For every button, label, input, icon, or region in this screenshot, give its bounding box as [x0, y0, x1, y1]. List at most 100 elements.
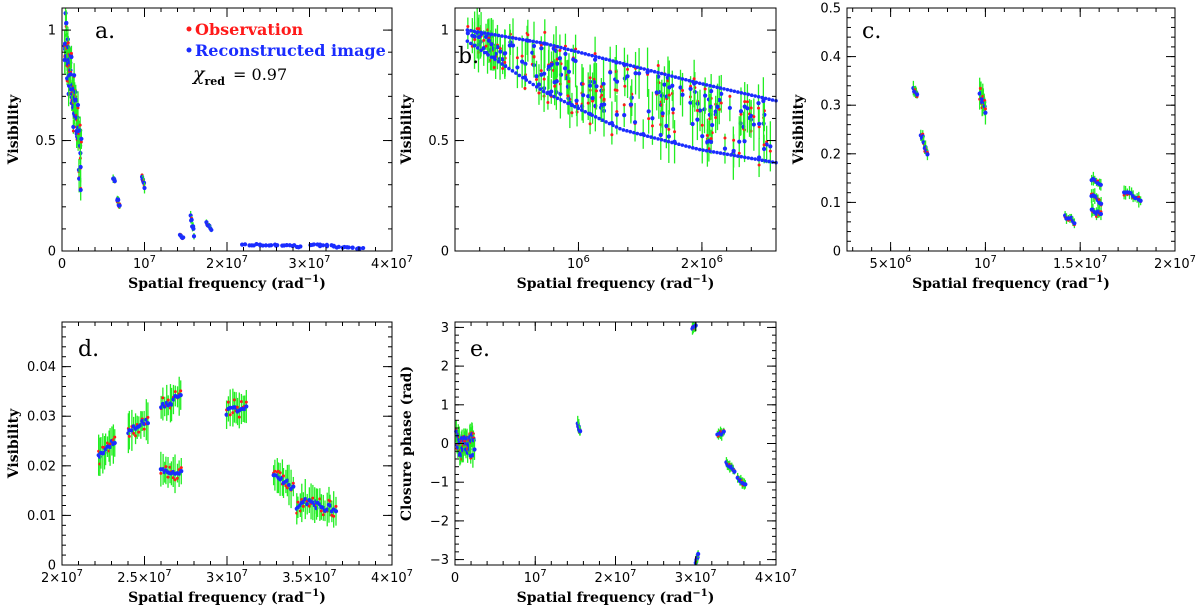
- model-point: [684, 144, 688, 148]
- model-point: [574, 98, 579, 103]
- model-point: [680, 92, 685, 97]
- model-point: [767, 97, 771, 101]
- model-point: [548, 93, 553, 97]
- observation-point: [284, 484, 288, 488]
- data-points: [911, 77, 1143, 229]
- model-point: [483, 34, 489, 39]
- observation-point: [600, 93, 604, 97]
- x-axis-label: Spatial frequency (rad−1): [517, 588, 715, 606]
- model-point: [545, 42, 549, 46]
- model-point: [673, 141, 678, 146]
- model-point: [573, 49, 577, 53]
- panel-d: 2×107 2.5×107 3×107 3.5×107 4×107 0 0.01 0.02 0.…: [6, 321, 413, 606]
- model-point: [756, 95, 761, 99]
- observation-point: [166, 475, 170, 479]
- model-point: [527, 80, 532, 85]
- model-point: [546, 64, 552, 69]
- model-point: [191, 226, 196, 231]
- model-point: [650, 116, 655, 121]
- model-point: [702, 107, 707, 112]
- observation-point: [477, 27, 481, 31]
- observation-point: [232, 398, 236, 402]
- model-point: [687, 145, 692, 149]
- model-point: [291, 484, 296, 489]
- model-point: [469, 41, 473, 46]
- observation-point: [66, 41, 70, 45]
- model-point: [688, 86, 693, 91]
- model-point: [722, 151, 726, 156]
- model-point: [708, 83, 712, 88]
- model-point: [757, 121, 762, 126]
- model-point: [667, 85, 672, 90]
- model-point: [618, 60, 622, 65]
- model-point: [209, 227, 214, 233]
- model-point: [514, 36, 518, 41]
- model-point: [179, 469, 184, 474]
- model-point: [73, 97, 78, 102]
- model-point: [753, 157, 757, 161]
- observation-point: [671, 111, 675, 115]
- model-point: [576, 106, 581, 111]
- model-point: [260, 243, 265, 248]
- observation-point: [615, 110, 619, 114]
- model-point: [242, 242, 248, 247]
- model-point: [633, 71, 638, 76]
- data-points: [96, 376, 339, 528]
- observation-point: [282, 474, 286, 478]
- observation-point: [466, 25, 470, 29]
- model-point: [327, 503, 333, 508]
- model-point: [670, 107, 676, 112]
- observation-point: [273, 469, 277, 473]
- model-point: [749, 113, 754, 118]
- model-point: [739, 154, 744, 159]
- model-point: [746, 92, 751, 97]
- model-point: [502, 51, 507, 56]
- model-point: [321, 243, 326, 248]
- observation-point: [108, 442, 112, 446]
- model-point: [711, 84, 716, 89]
- model-point: [742, 104, 747, 109]
- model-point: [64, 20, 69, 26]
- model-point: [646, 109, 651, 114]
- model-point: [1098, 182, 1103, 187]
- model-point: [507, 66, 511, 71]
- data-points: [454, 322, 748, 565]
- observation-point: [723, 136, 727, 140]
- model-point: [611, 123, 615, 128]
- model-point: [628, 63, 633, 68]
- x-axis-label: Spatial frequency (rad−1): [912, 274, 1110, 292]
- observation-point: [535, 78, 539, 82]
- model-point: [78, 164, 83, 170]
- model-point: [666, 134, 671, 139]
- model-point: [545, 91, 549, 96]
- observation-point: [709, 137, 713, 141]
- observation-point: [673, 130, 677, 134]
- observation-point: [707, 147, 711, 151]
- model-point: [737, 139, 742, 144]
- observation-point: [173, 390, 177, 394]
- legend: Observation Reconstructed image χred = 0.97: [186, 20, 386, 88]
- model-point: [614, 60, 619, 64]
- plot-frame: [454, 7, 777, 252]
- model-point: [763, 96, 768, 101]
- observation-point: [78, 123, 82, 127]
- y-tick-label: 0: [441, 437, 449, 452]
- model-point: [263, 243, 269, 248]
- model-point: [541, 89, 546, 94]
- model-point: [549, 89, 554, 94]
- y-tick-label: 0: [441, 245, 449, 260]
- y-tick-label: 0.5: [428, 134, 449, 149]
- y-tick-label: 0: [48, 245, 56, 260]
- y-tick-label: 0.04: [27, 360, 56, 375]
- model-point: [760, 158, 764, 163]
- observation-point: [231, 411, 235, 415]
- observation-point: [319, 509, 323, 513]
- observation-point: [296, 500, 300, 504]
- panel-label: c.: [862, 19, 881, 44]
- x-tick-label: 4×107: [371, 254, 413, 272]
- observation-point: [79, 140, 83, 144]
- model-point: [652, 136, 657, 140]
- observation-point: [714, 116, 718, 120]
- observation-point: [622, 103, 626, 107]
